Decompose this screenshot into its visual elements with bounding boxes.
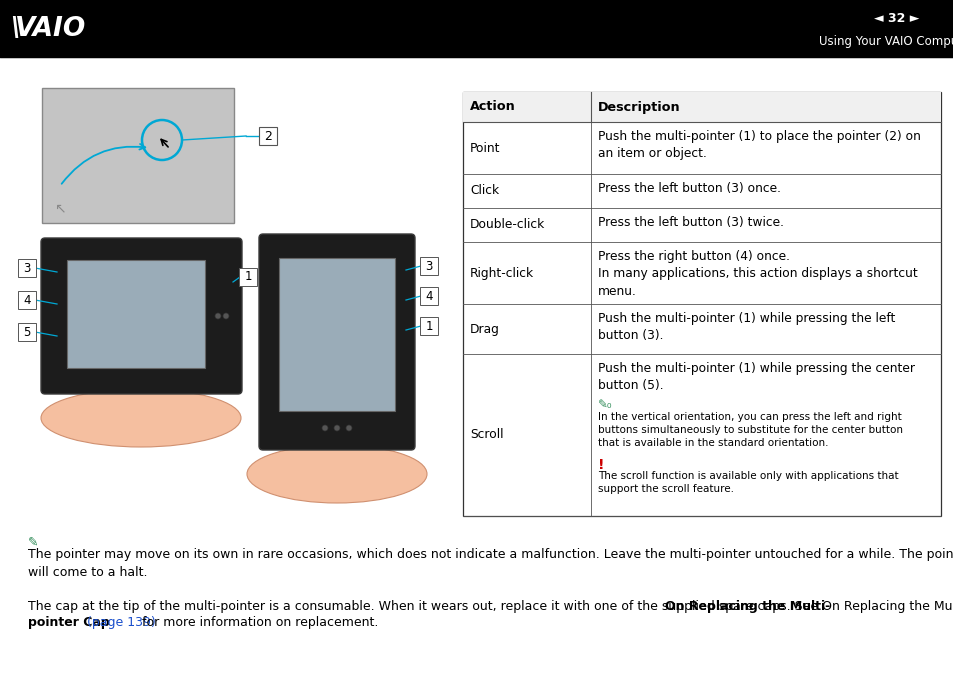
Circle shape [334,425,339,431]
Bar [0,0,953,58]
Text: ✎: ✎ [28,536,38,549]
Ellipse shape [41,389,241,447]
Text: 2: 2 [264,129,272,142]
FancyBboxPatch shape [18,259,36,277]
Text: Right-click: Right-click [470,266,534,280]
FancyBboxPatch shape [41,238,242,394]
Text: ✎₀: ✎₀ [598,398,612,411]
Text: In the vertical orientation, you can press the left and right
buttons simultaneo: In the vertical orientation, you can pre… [598,412,902,448]
Text: !: ! [598,458,604,472]
Text: Press the right button (4) once.
In many applications, this action displays a sh: Press the right button (4) once. In many… [598,250,917,298]
Bar [462,92,940,516]
FancyBboxPatch shape [419,257,437,275]
FancyBboxPatch shape [239,268,256,286]
FancyBboxPatch shape [419,287,437,305]
Circle shape [214,313,221,319]
Text: 4: 4 [425,290,433,303]
Text: Push the multi-pointer (1) to place the pointer (2) on
an item or object.: Push the multi-pointer (1) to place the … [598,130,920,160]
Text: The pointer may move on its own in rare occasions, which does not indicate a mal: The pointer may move on its own in rare … [28,548,953,579]
Text: 1: 1 [425,319,433,332]
Text: Drag: Drag [470,322,499,336]
FancyBboxPatch shape [258,234,415,450]
Text: Press the left button (3) once.: Press the left button (3) once. [598,182,781,195]
Text: Push the multi-pointer (1) while pressing the center
button (5).: Push the multi-pointer (1) while pressin… [598,362,914,392]
Text: 4: 4 [23,293,30,307]
Circle shape [223,313,229,319]
Text: VAIO: VAIO [15,16,86,42]
Bar [462,92,940,122]
Text: On Replacing the Multi-: On Replacing the Multi- [665,600,830,613]
Text: The cap at the tip of the multi-pointer is a consumable. When it wears out, repl: The cap at the tip of the multi-pointer … [28,600,953,613]
Text: Press the left button (3) twice.: Press the left button (3) twice. [598,216,783,229]
Text: Point: Point [470,142,500,154]
Text: \: \ [10,16,20,42]
Bar [42,88,233,223]
Circle shape [346,425,352,431]
Text: for more information on replacement.: for more information on replacement. [137,616,377,629]
Ellipse shape [247,445,427,503]
Text: Push the multi-pointer (1) while pressing the left
button (3).: Push the multi-pointer (1) while pressin… [598,312,895,342]
Circle shape [322,425,328,431]
Bar [67,260,205,368]
Text: Double-click: Double-click [470,218,545,231]
FancyBboxPatch shape [18,291,36,309]
Text: Scroll: Scroll [470,429,503,441]
Text: 3: 3 [23,262,30,274]
Text: Using Your VAIO Computer: Using Your VAIO Computer [818,36,953,49]
Text: Description: Description [598,100,679,113]
Text: Action: Action [470,100,516,113]
Text: pointer Cap: pointer Cap [28,616,110,629]
Text: ◄ 32 ►: ◄ 32 ► [873,11,919,24]
Text: Click: Click [470,185,498,197]
Text: (page 139): (page 139) [83,616,155,629]
Text: 1: 1 [244,270,252,284]
FancyBboxPatch shape [419,317,437,335]
FancyBboxPatch shape [18,323,36,341]
FancyBboxPatch shape [258,127,276,145]
Text: The scroll function is available only with applications that
support the scroll : The scroll function is available only wi… [598,471,898,494]
Text: 5: 5 [23,326,30,338]
Text: ↖: ↖ [54,201,66,215]
Text: 3: 3 [425,259,433,272]
Bar [278,258,395,411]
